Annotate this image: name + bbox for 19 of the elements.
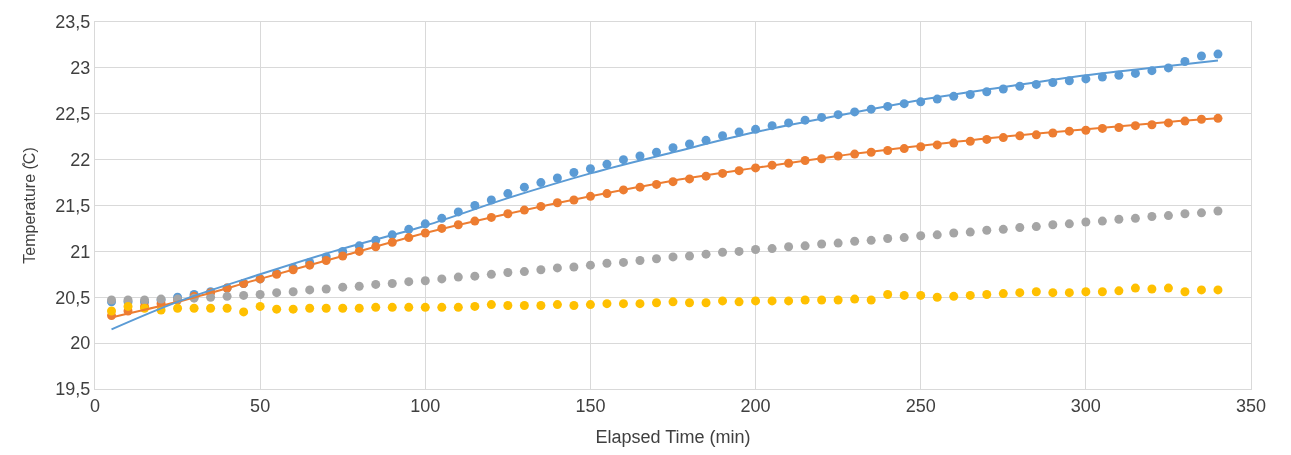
x-tick-label: 250: [905, 395, 936, 416]
x-tick-label: 300: [1070, 395, 1101, 416]
y-tick-label: 20: [70, 333, 91, 354]
y-tick-label: 21,5: [55, 195, 91, 216]
x-tick-label: 150: [575, 395, 606, 416]
x-tick-label: 0: [89, 395, 101, 416]
x-axis-title: Elapsed Time (min): [595, 426, 751, 447]
y-tick-label: 23: [70, 58, 91, 79]
x-tick-label: 200: [740, 395, 771, 416]
y-axis-title: Temperature (̊C): [21, 147, 39, 264]
x-tick-label: 50: [250, 395, 271, 416]
x-tick-label: 350: [1235, 395, 1267, 416]
y-tick-label: 22: [70, 149, 91, 170]
y-tick-label: 23,5: [55, 12, 91, 33]
y-tick-label: 19,5: [55, 379, 91, 400]
x-tick-label: 100: [410, 395, 441, 416]
y-tick-label: 22,5: [55, 104, 91, 125]
y-tick-label: 20,5: [55, 287, 91, 308]
y-tick-label: 21: [70, 241, 91, 262]
